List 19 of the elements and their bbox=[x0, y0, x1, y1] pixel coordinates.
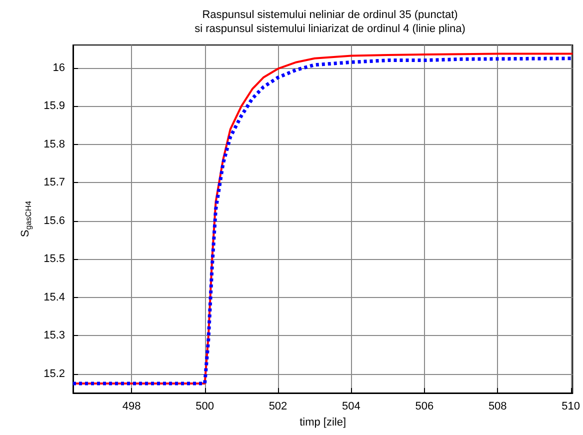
chart-title: Raspunsul sistemului neliniar de ordinul 35 (punctat) si raspunsul sistemului liniarizat de ordinul 4 (linie plina) bbox=[194, 9, 466, 35]
y-tick-label: 15.7 bbox=[44, 176, 65, 189]
x-tick-label: 506 bbox=[415, 400, 434, 412]
x-tick-label: 500 bbox=[196, 400, 214, 412]
y-tick-label: 15.2 bbox=[44, 368, 65, 380]
x-axis-title: timp [zile] bbox=[300, 416, 346, 428]
y-tick-label: 15.5 bbox=[44, 253, 65, 266]
x-tick-label: 508 bbox=[488, 400, 507, 412]
x-tick-label: 504 bbox=[342, 400, 360, 412]
y-tick-label: 16 bbox=[52, 62, 65, 74]
y-axis-title: SgasCH4 bbox=[20, 200, 34, 238]
x-tick-label: 498 bbox=[122, 400, 141, 412]
x-tick-label: 502 bbox=[268, 400, 288, 412]
y-tick-label: 15.9 bbox=[44, 100, 65, 112]
y-tick-label: 15.6 bbox=[44, 214, 65, 227]
y-tick-label: 15.4 bbox=[44, 291, 65, 304]
y-tick-label: 15.3 bbox=[44, 330, 65, 342]
x-tick-label: 510 bbox=[562, 400, 580, 412]
y-tick-label: 15.8 bbox=[44, 138, 65, 150]
